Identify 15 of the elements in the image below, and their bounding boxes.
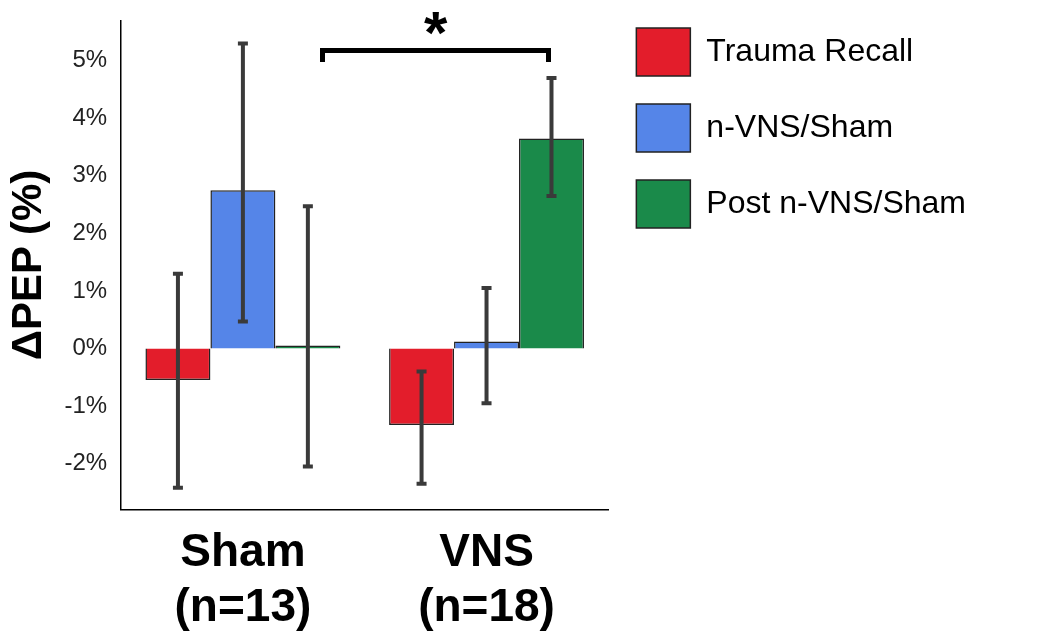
y-tick-label: 0% <box>72 333 108 361</box>
x-tick-label: Sham (n=13) <box>174 523 312 632</box>
annotation: * <box>424 0 448 67</box>
x-tick-label: VNS (n=18) <box>418 523 555 632</box>
y-tick-label: -1% <box>64 390 108 418</box>
y-tick-label: 1% <box>72 275 108 303</box>
legend-label: n-VNS/Sham <box>706 107 894 144</box>
y-tick-label: -2% <box>64 448 108 476</box>
y-tick-label: 3% <box>72 160 108 188</box>
legend-label: Post n-VNS/Sham <box>706 183 966 220</box>
y-tick-label: 2% <box>72 217 108 245</box>
y-tick-label: 4% <box>72 102 108 130</box>
y-tick-label: 5% <box>72 45 108 73</box>
y-axis-title: ΔPEP (%) <box>2 169 50 361</box>
legend-label: Trauma Recall <box>706 31 914 68</box>
